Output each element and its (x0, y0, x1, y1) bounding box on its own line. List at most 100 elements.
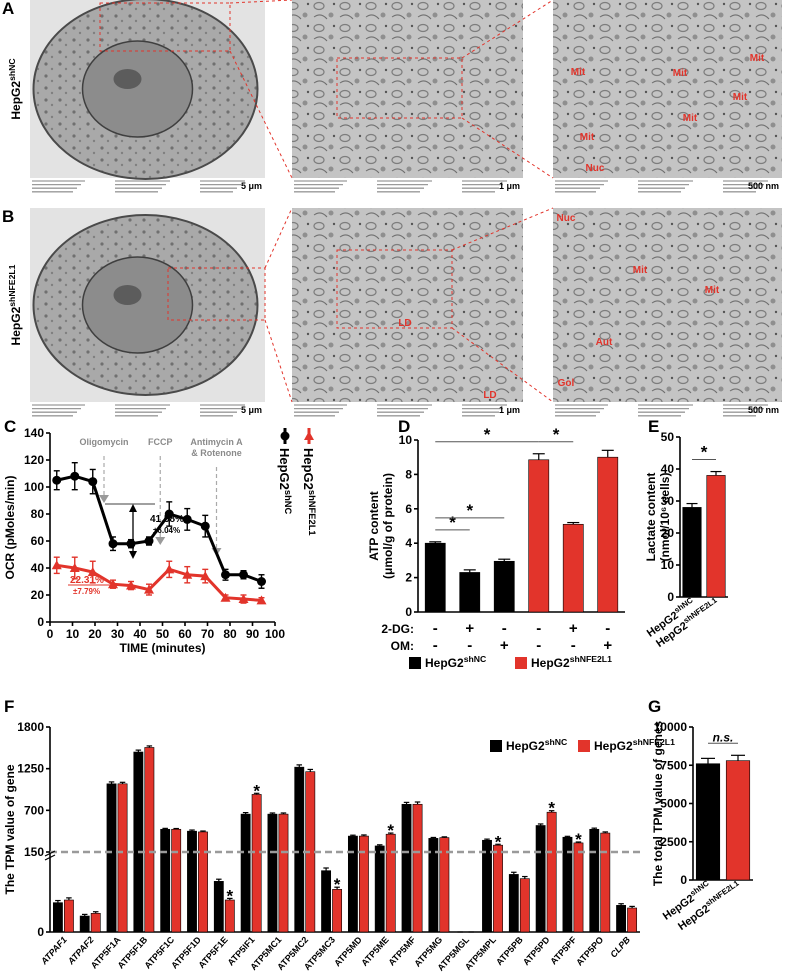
legend-label-sup: shNC (464, 654, 487, 664)
legend-label: HepG2shNFE2L1 (594, 737, 675, 753)
bar (251, 794, 262, 933)
row-label: HepG2shNC (7, 58, 23, 119)
treatment-label: 2-DG: (381, 622, 414, 636)
bar (117, 783, 128, 933)
y-tick-label: 50 (661, 430, 675, 444)
scale-bar-label: 5 μm (241, 181, 262, 191)
x-tick-label: 40 (133, 627, 147, 641)
annotation: 41.58% (150, 514, 184, 525)
x-tick-label: 80 (223, 627, 237, 641)
injection-arrow (99, 495, 109, 503)
zoom-box (99, 2, 231, 52)
point (220, 592, 231, 602)
x-tick-label-sup: shNFE2L1 (704, 878, 741, 908)
em-annotation: Mit (571, 67, 586, 78)
y-tick-label: 120 (24, 453, 44, 467)
y-tick-label: 20 (31, 588, 45, 602)
nucleus (81, 40, 194, 138)
bar (267, 813, 278, 933)
treatment-value: + (465, 620, 474, 637)
treatment-value: - (571, 637, 576, 654)
legend-label-base: HepG2 (425, 656, 464, 670)
y-tick-label: 8 (405, 467, 412, 481)
injection-label: Antimycin A (190, 437, 243, 447)
row-label-base: HepG2 (9, 81, 23, 120)
y-axis-label: (μmol/g of protein) (381, 473, 395, 579)
point (87, 567, 98, 577)
y-tick-label: 20 (661, 526, 675, 540)
change-arrow-head (129, 551, 137, 559)
scale-bar-label: 5 μm (241, 405, 262, 415)
legend-label-sup: shNFE2L1 (570, 654, 612, 664)
legend-label: HepG2shNFE2L1 (301, 448, 317, 536)
bar (52, 902, 63, 933)
panel-label: C (4, 417, 16, 436)
bar (79, 915, 90, 933)
x-axis-label: TIME (minutes) (120, 641, 206, 655)
em-annotation: Aut (596, 337, 613, 348)
x-tick-label: 90 (246, 627, 260, 641)
point (70, 471, 80, 481)
x-tick-label: ATP5PO (574, 935, 605, 968)
annotation: 22.31% (70, 575, 104, 586)
scale-bar-label: 500 nm (748, 181, 779, 191)
bar (573, 842, 584, 933)
point (69, 563, 80, 572)
scale-bar-label: 1 μm (499, 181, 520, 191)
point (256, 595, 267, 605)
significance-label: * (387, 821, 394, 840)
bar (682, 507, 702, 598)
em-annotation: Mit (705, 285, 720, 296)
row-label-sup: shNC (7, 58, 17, 81)
y-tick-label: 60 (31, 534, 45, 548)
zoom-line (264, 319, 293, 403)
row-label-base: HepG2 (9, 306, 23, 345)
bar (213, 881, 224, 933)
injection-label: Oligomycin (79, 437, 128, 447)
y-tick-label: 40 (661, 462, 675, 476)
bar (493, 844, 503, 933)
point (200, 571, 211, 581)
panel-label: G (648, 697, 661, 716)
x-tick-label: ATP5ME (359, 935, 390, 968)
change-arrow-head (129, 504, 137, 512)
legend-label: HepG2shNC (506, 737, 567, 753)
bar (412, 803, 423, 933)
bar (597, 456, 619, 613)
x-tick-label: 10 (66, 627, 80, 641)
x-tick-label: CLPB (608, 934, 632, 959)
y-tick-label: 1250 (17, 762, 44, 776)
x-tick-label-sup: shNC (689, 879, 711, 898)
bar (144, 747, 155, 933)
bar (133, 751, 144, 933)
break-mark (44, 854, 56, 861)
y-tick-label: 1800 (17, 720, 44, 734)
point (126, 539, 136, 549)
em-annotation: LD (398, 318, 411, 329)
bar (106, 783, 117, 933)
point (200, 521, 210, 531)
x-tick-label: 50 (156, 627, 170, 641)
scale-bar-label: 500 nm (748, 405, 779, 415)
significance-label: * (495, 832, 502, 851)
point (88, 477, 98, 487)
panel-label: E (648, 417, 659, 436)
legend-label: HepG2shNC (425, 654, 486, 670)
zoom-box (167, 267, 266, 321)
x-tick-label: 0 (47, 627, 54, 641)
x-tick-label: 60 (178, 627, 192, 641)
point (51, 560, 62, 570)
y-tick-label: 140 (24, 426, 44, 440)
zoom-line (451, 327, 554, 403)
bar (294, 766, 305, 933)
significance-label: * (575, 830, 582, 849)
point (182, 514, 192, 524)
em-annotation: Nuc (586, 163, 605, 174)
y-tick-label: 40 (31, 561, 45, 575)
point (52, 475, 62, 485)
series-line (56, 563, 262, 602)
point (144, 584, 154, 594)
em-annotation: Mit (750, 53, 765, 64)
bar (347, 835, 358, 933)
